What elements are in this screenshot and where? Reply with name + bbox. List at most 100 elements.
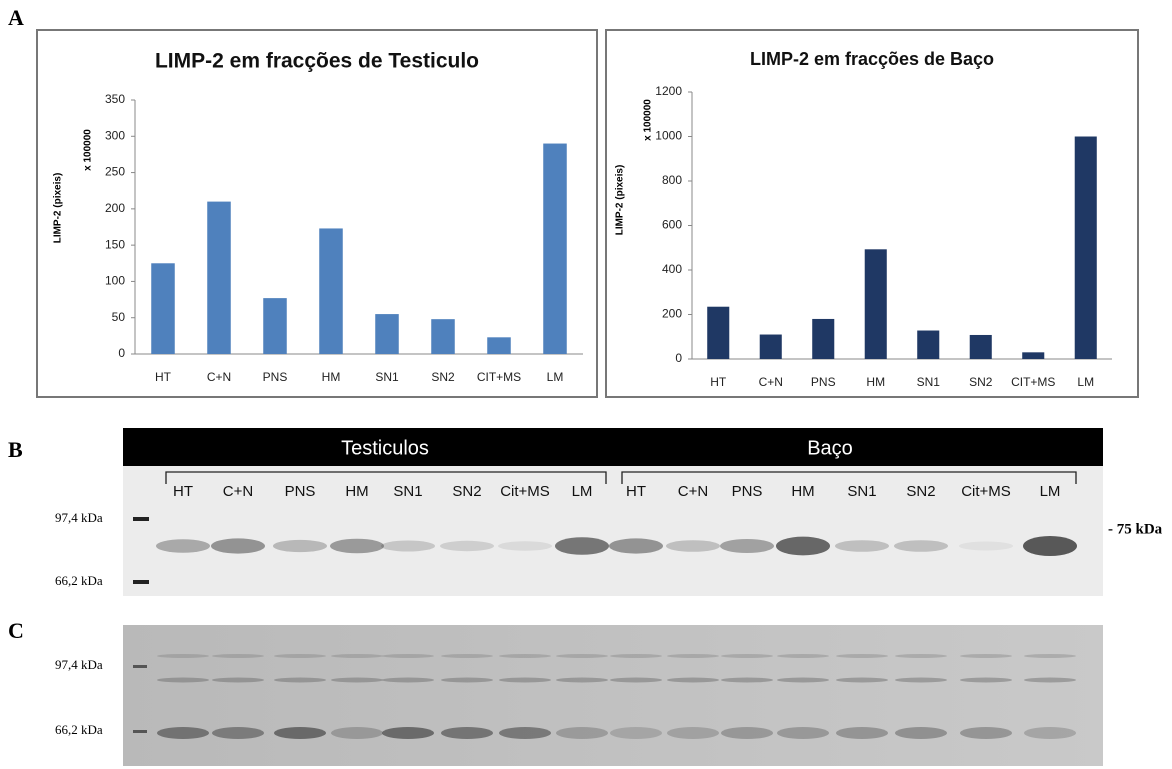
bar (207, 202, 231, 354)
band (157, 727, 209, 739)
band (440, 541, 494, 551)
band (274, 678, 326, 683)
band (1024, 654, 1076, 658)
x-tick-label: SN1 (917, 375, 941, 389)
x-tick-label: HT (710, 375, 727, 389)
band (836, 727, 888, 739)
bar (263, 298, 287, 354)
x-tick-label: SN1 (375, 370, 399, 384)
marker-label: 97,4 kDa (55, 510, 103, 525)
band (441, 654, 493, 658)
bar (865, 249, 887, 359)
band (499, 678, 551, 683)
x-tick-label: C+N (207, 370, 231, 384)
band (498, 541, 552, 550)
band (273, 540, 327, 552)
x-tick-label: LM (547, 370, 564, 384)
lane-label: HT (626, 483, 646, 500)
band (836, 678, 888, 683)
bar (543, 144, 567, 354)
chart-title: LIMP-2 em fracções de Baço (750, 49, 994, 69)
band (382, 654, 434, 658)
band (331, 727, 383, 739)
ladder-band (133, 580, 149, 584)
blot-gel (123, 466, 1103, 596)
band (499, 727, 551, 739)
band (895, 654, 947, 658)
y-tick-label: 0 (675, 351, 682, 365)
band (960, 654, 1012, 658)
band (667, 654, 719, 658)
y-tick-label: 600 (662, 218, 682, 232)
bar (707, 307, 729, 359)
band (666, 540, 720, 552)
band (212, 678, 264, 683)
x-tick-label: HM (322, 370, 341, 384)
band (211, 538, 265, 553)
band (441, 678, 493, 683)
band (895, 678, 947, 683)
band (610, 678, 662, 683)
ladder-band (133, 730, 147, 733)
lane-label: LM (572, 483, 593, 500)
bar (375, 314, 399, 354)
x-tick-label: SN2 (969, 375, 993, 389)
ladder-band (133, 517, 149, 521)
band (330, 539, 384, 554)
x-tick-label: HT (155, 370, 172, 384)
band (667, 727, 719, 739)
panel-label: A (8, 5, 24, 30)
bar (1022, 352, 1044, 359)
x-tick-label: PNS (263, 370, 288, 384)
blot-header (123, 428, 1103, 466)
band (381, 541, 435, 552)
y-tick-label: 200 (105, 201, 125, 215)
y-tick-label: 800 (662, 173, 682, 187)
x-tick-label: C+N (759, 375, 783, 389)
marker-label: 66,2 kDa (55, 722, 103, 737)
band (156, 539, 210, 552)
band (667, 678, 719, 683)
band (776, 537, 830, 556)
ladder-band (133, 665, 147, 668)
band (960, 727, 1012, 739)
band (274, 654, 326, 658)
lane-label: PNS (285, 483, 316, 500)
y-multiplier: x 100000 (83, 129, 94, 171)
band (721, 654, 773, 658)
blot-gel (123, 625, 1103, 766)
band (720, 539, 774, 553)
y-tick-label: 400 (662, 262, 682, 276)
band (894, 540, 948, 552)
y-tick-label: 1200 (655, 84, 682, 98)
lane-label: C+N (678, 483, 708, 500)
band (556, 654, 608, 658)
band (1023, 536, 1077, 556)
panel-label: B (8, 437, 23, 462)
band (382, 678, 434, 683)
x-tick-label: HM (866, 375, 885, 389)
y-tick-label: 200 (662, 307, 682, 321)
band (959, 542, 1013, 551)
y-axis-label: LIMP-2 (pixeis) (53, 173, 64, 244)
y-tick-label: 1000 (655, 129, 682, 143)
y-tick-label: 350 (105, 92, 125, 106)
lane-label: SN1 (847, 483, 876, 500)
band (721, 727, 773, 739)
chart-title: LIMP-2 em fracções de Testiculo (155, 50, 479, 73)
y-tick-label: 0 (118, 346, 125, 360)
band (610, 654, 662, 658)
bar (760, 335, 782, 359)
lane-label: HM (345, 483, 368, 500)
band (1024, 678, 1076, 683)
band (835, 540, 889, 552)
band (499, 654, 551, 658)
band (382, 727, 434, 739)
band (960, 678, 1012, 683)
y-tick-label: 150 (105, 237, 125, 251)
lane-label: Cit+MS (961, 483, 1011, 500)
band (331, 654, 383, 658)
lane-label: PNS (732, 483, 763, 500)
bar (812, 319, 834, 359)
y-tick-label: 250 (105, 165, 125, 179)
